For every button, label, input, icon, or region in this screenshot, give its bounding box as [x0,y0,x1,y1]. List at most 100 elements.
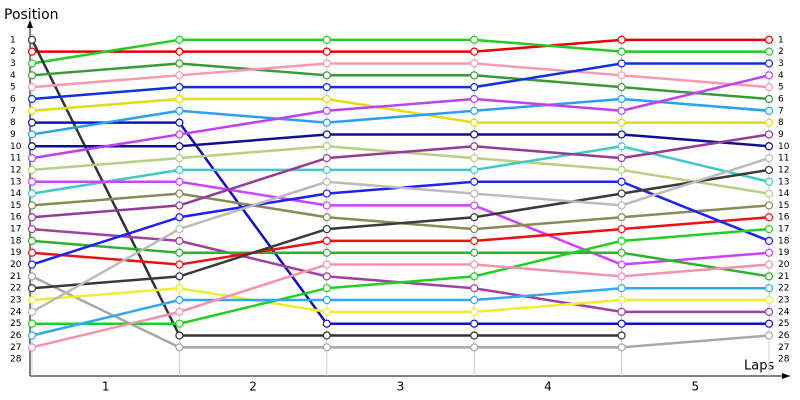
point-marker [175,71,184,80]
y-tick-label: 8 [10,118,16,128]
point-marker [764,319,774,328]
point-marker [322,189,331,198]
point-marker [322,165,331,175]
point-marker [27,59,37,68]
point-marker [175,154,184,163]
point-marker [764,284,774,293]
point-marker [27,142,37,151]
y-tick-label: 28 [10,355,22,365]
point-marker [617,71,626,80]
series-line [32,180,770,266]
series-line [31,239,770,278]
point-marker [764,118,774,127]
x-tick-label: 1 [102,380,110,394]
series-line [32,121,769,325]
y-tick-label: 25 [10,319,21,329]
point-marker [27,165,37,175]
point-marker [764,224,774,234]
point-marker [764,142,774,151]
point-marker [322,154,331,163]
point-marker [175,248,184,257]
point-marker [175,177,184,186]
y-tick-label-right: 2 [778,47,784,57]
y-tick-label-right: 7 [778,106,784,116]
point-marker [470,165,479,175]
point-marker [617,260,626,269]
y-tick-label: 13 [10,177,21,187]
y-tick-label: 7 [10,106,16,116]
point-marker [617,272,626,281]
series-line [31,168,770,290]
series-line [31,62,770,89]
point-marker [175,343,184,352]
x-tick-label: 5 [691,380,699,394]
point-marker [470,284,479,293]
series-line [31,74,770,160]
point-marker [175,47,184,56]
series-line [31,215,770,266]
point-marker [764,177,774,186]
point-marker [27,177,37,186]
point-marker [322,213,331,222]
point-marker [764,213,774,222]
y-tick-label-right: 22 [778,284,789,294]
series-line [31,62,769,101]
point-marker [764,295,774,305]
point-marker [175,142,184,151]
point-marker [27,343,37,352]
point-marker [175,331,184,340]
series-line [31,286,769,314]
point-marker [470,130,479,139]
point-marker [470,177,479,186]
point-marker [175,106,184,115]
point-marker [470,331,479,340]
point-marker [470,272,479,281]
point-marker [470,94,479,104]
point-marker [470,319,479,328]
point-marker [322,130,331,139]
point-marker [617,83,626,92]
y-tick-label: 20 [10,260,22,270]
point-marker [764,331,774,340]
x-tick-label: 2 [249,380,257,394]
y-tick-label: 17 [10,225,21,235]
point-marker [175,94,184,104]
point-marker [322,71,331,80]
point-marker [322,106,331,115]
series-line [32,227,770,325]
series-line [32,133,770,148]
point-marker [322,94,331,104]
point-marker [617,106,626,115]
point-marker [175,272,184,281]
series-line [31,62,770,101]
point-marker [175,83,184,92]
point-marker [470,59,479,68]
point-marker [617,319,626,328]
x-tick-label: 3 [397,380,405,394]
y-tick-label-right: 12 [778,165,789,175]
point-marker [617,59,626,68]
point-marker [27,295,37,305]
point-marker [617,154,626,163]
point-marker [322,201,331,210]
point-marker [27,94,37,104]
point-marker [322,343,331,352]
point-marker [175,295,184,305]
point-marker [617,35,626,44]
series-line [31,156,770,313]
point-marker [322,284,331,293]
point-marker [617,118,626,127]
point-marker [617,177,626,186]
point-marker [175,189,184,198]
y-tick-label: 15 [10,201,21,211]
point-marker [322,272,331,281]
y-tick-label-right: 5 [778,83,784,93]
series-line [31,97,770,136]
point-marker [470,154,479,163]
series-line [31,97,769,124]
y-tick-label-right: 14 [778,189,790,199]
point-marker [322,319,331,328]
point-marker [27,260,37,269]
y-tick-label: 26 [10,331,22,341]
